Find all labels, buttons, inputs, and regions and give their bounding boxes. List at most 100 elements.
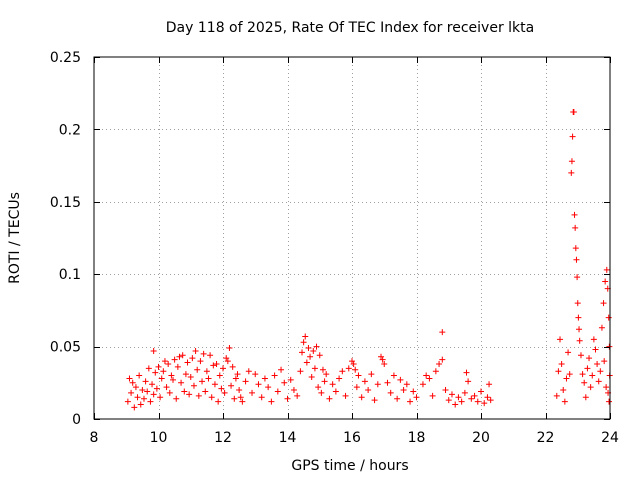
data-point [345,365,352,372]
data-point [316,352,323,359]
data-point [598,324,605,331]
data-point [224,358,231,365]
data-point [166,389,173,396]
y-axis-title: ROTI / TECUs [7,192,23,284]
chart-title: Day 118 of 2025, Rate Of TEC Index for r… [166,20,534,36]
data-point [284,395,291,402]
data-point [574,300,581,307]
data-point [594,360,601,367]
data-point [350,360,357,367]
data-point [208,394,215,401]
data-point [379,356,386,363]
data-point [606,343,613,350]
data-point [129,379,136,386]
data-point [319,366,326,373]
data-point [194,366,201,373]
data-point [237,394,244,401]
data-point [190,382,197,389]
data-point [145,365,152,372]
data-point [407,398,414,405]
data-point [195,392,202,399]
data-point [600,300,607,307]
data-point [390,372,397,379]
data-point [410,388,417,395]
data-point [231,395,238,402]
data-point [605,314,612,321]
data-point [561,398,568,405]
data-point [184,359,191,366]
data-point [170,376,177,383]
data-point [413,394,420,401]
data-point [445,397,452,404]
data-point [361,378,368,385]
data-point [308,374,315,381]
data-point [161,358,168,365]
data-point [387,389,394,396]
data-point [342,392,349,399]
data-point [278,366,285,373]
y-tick-label: 0.05 [50,340,81,356]
data-point [210,362,217,369]
data-point [178,379,185,386]
data-point [252,371,259,378]
data-point [358,394,365,401]
data-point [182,371,189,378]
data-point [584,365,591,372]
data-point [192,347,199,354]
data-point [199,378,206,385]
data-point [155,363,162,370]
data-point [158,375,165,382]
data-point [553,392,560,399]
data-point [261,375,268,382]
data-point [207,352,214,359]
data-point [571,211,578,218]
data-point [307,353,314,360]
data-point [258,394,265,401]
data-point [310,347,317,354]
data-point [458,398,465,405]
data-point [568,169,575,176]
data-point [606,398,613,405]
y-tick-label: 0.1 [59,267,81,283]
data-point [432,368,439,375]
data-point [442,387,449,394]
data-point [429,392,436,399]
data-point [463,369,470,376]
data-point [149,381,156,388]
data-point [471,392,478,399]
data-point [176,353,183,360]
y-tick-label: 0.2 [59,122,81,138]
data-point [572,224,579,231]
data-point [368,371,375,378]
x-tick-label: 14 [279,430,297,446]
data-point [315,384,322,391]
data-point [577,352,584,359]
data-point [186,391,193,398]
data-point [423,372,430,379]
data-point [173,395,180,402]
y-tick-label: 0 [72,412,81,428]
data-point [557,336,564,343]
data-point [595,378,602,385]
data-point [136,372,143,379]
data-point [576,326,583,333]
data-point [484,394,491,401]
data-point [481,400,488,407]
data-point [582,394,589,401]
data-point [153,385,160,392]
data-point [332,388,339,395]
data-point [353,384,360,391]
data-point [189,355,196,362]
data-point [339,368,346,375]
data-point [234,371,241,378]
data-point [355,372,362,379]
data-point [311,365,318,372]
data-point [568,158,575,165]
data-point [239,398,246,405]
data-point [294,392,301,399]
data-point [181,388,188,395]
data-point [134,394,141,401]
data-point [128,389,135,396]
x-tick-label: 16 [343,430,361,446]
data-point [187,374,194,381]
